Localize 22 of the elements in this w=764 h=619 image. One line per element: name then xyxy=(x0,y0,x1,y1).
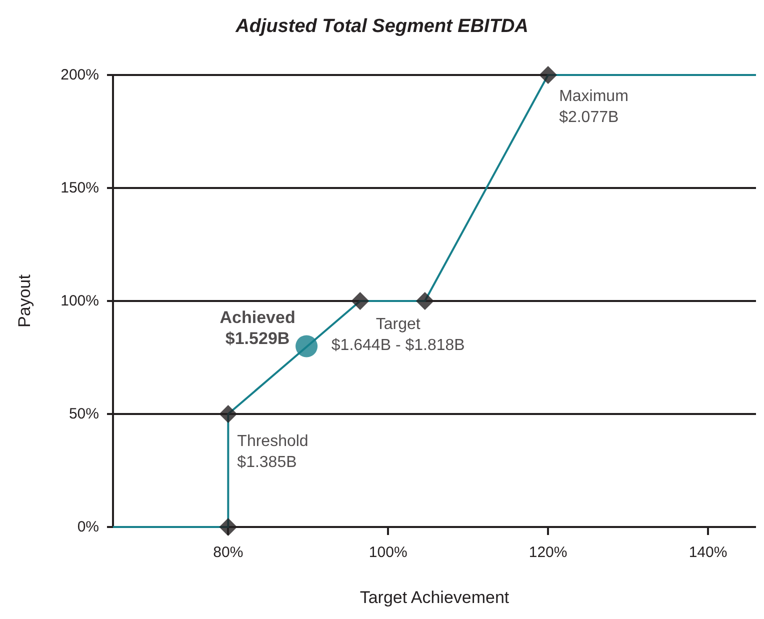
point xyxy=(219,405,238,423)
y-tick-label: 200% xyxy=(60,66,99,84)
x-axis-title: Target Achievement xyxy=(360,588,510,607)
point xyxy=(296,335,318,358)
y-tick-label: 150% xyxy=(60,180,99,196)
x-tick-label: 80% xyxy=(213,544,244,561)
point xyxy=(219,518,238,536)
point xyxy=(351,292,370,310)
annotation: Threshold $1.385B xyxy=(237,433,308,471)
x-tick-label: 140% xyxy=(688,544,728,561)
annotation: Target $1.644B - $1.818B xyxy=(331,316,465,354)
x-tick-label: 120% xyxy=(528,544,568,561)
annotation: Achieved $1.529B xyxy=(220,308,296,348)
annotation: Maximum $2.077B xyxy=(559,88,628,126)
point xyxy=(539,66,558,84)
y-tick-label: 50% xyxy=(68,406,99,422)
y-axis-title: Payout xyxy=(15,274,34,328)
chart-title: Adjusted Total Segment EBITDA xyxy=(234,16,528,37)
x-tick-label: 100% xyxy=(368,544,408,561)
y-tick-label: 100% xyxy=(60,292,99,310)
y-tick-label: 0% xyxy=(77,518,99,536)
point xyxy=(416,292,434,310)
